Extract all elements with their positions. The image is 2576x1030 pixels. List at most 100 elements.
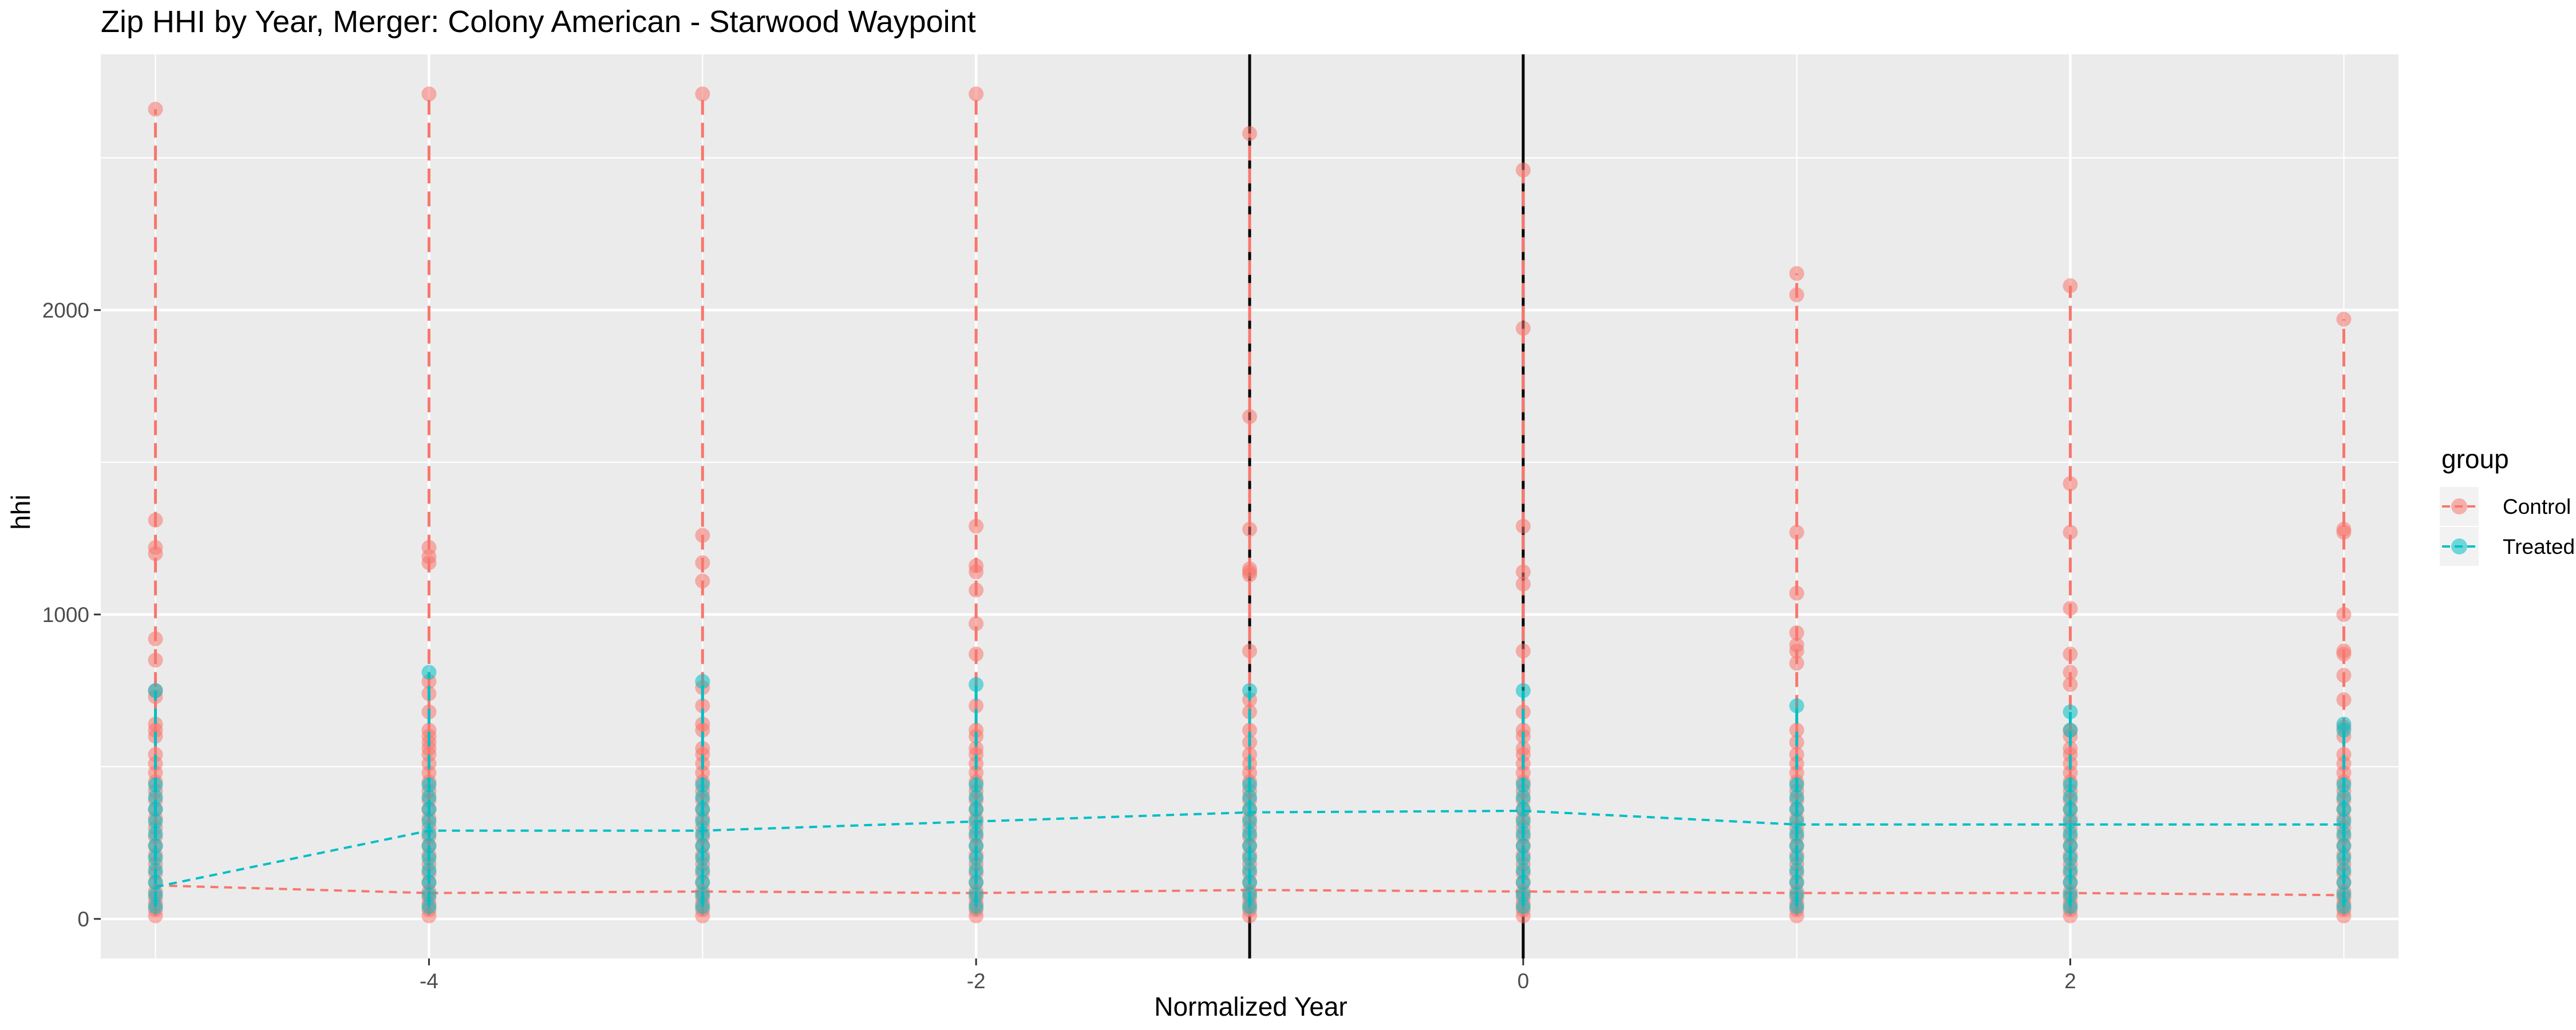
data-point xyxy=(1242,850,1257,866)
legend-keys xyxy=(2440,487,2479,566)
data-point xyxy=(1515,320,1531,336)
data-point xyxy=(2063,476,2078,492)
data-point xyxy=(969,875,984,890)
data-point xyxy=(148,850,163,866)
data-point xyxy=(1789,723,1804,738)
trend-line xyxy=(155,884,2344,897)
data-point xyxy=(2336,607,2352,622)
data-point xyxy=(2336,850,2352,866)
data-point xyxy=(695,887,710,902)
data-point xyxy=(1515,875,1531,890)
data-point xyxy=(969,677,984,692)
data-point xyxy=(1515,802,1531,817)
data-point xyxy=(148,838,163,854)
data-point xyxy=(2336,826,2352,841)
data-point xyxy=(695,777,710,793)
data-point xyxy=(1789,287,1804,303)
data-point xyxy=(969,887,984,902)
data-point xyxy=(969,616,984,631)
data-point xyxy=(148,887,163,902)
data-point xyxy=(1515,838,1531,854)
data-point xyxy=(1789,655,1804,671)
data-point xyxy=(695,555,710,571)
data-point xyxy=(695,86,710,102)
data-point xyxy=(2336,777,2352,793)
data-point xyxy=(2336,521,2352,537)
data-point xyxy=(148,683,163,698)
legend-title: group xyxy=(2441,444,2509,474)
data-point xyxy=(1789,637,1804,653)
data-point xyxy=(1789,266,1804,282)
data-point xyxy=(695,573,710,589)
data-point xyxy=(1242,875,1257,890)
data-point xyxy=(2063,278,2078,294)
data-point xyxy=(2063,838,2078,854)
data-point xyxy=(2063,740,2078,756)
data-point xyxy=(695,802,710,817)
data-point xyxy=(695,862,710,878)
data-point xyxy=(148,101,163,117)
data-point xyxy=(1789,862,1804,878)
data-point xyxy=(1515,723,1531,738)
data-point xyxy=(1515,887,1531,902)
data-point xyxy=(969,647,984,662)
x-tick-label: 2 xyxy=(2064,969,2076,993)
trend-line xyxy=(155,809,2344,888)
data-point xyxy=(1242,521,1257,537)
data-point xyxy=(1242,814,1257,829)
data-point xyxy=(421,723,437,738)
data-point xyxy=(2063,777,2078,793)
data-point xyxy=(421,826,437,841)
data-point xyxy=(2336,716,2352,732)
data-point xyxy=(969,723,984,738)
data-point xyxy=(695,814,710,829)
data-point xyxy=(1789,838,1804,854)
legend-key-point xyxy=(2451,538,2467,554)
x-axis-title: Normalized Year xyxy=(1154,992,1348,1021)
axes: -4 -2 0 2 0 1000 2000 xyxy=(42,299,2076,993)
data-point xyxy=(2063,790,2078,805)
data-point xyxy=(2336,875,2352,890)
data-point xyxy=(2336,790,2352,805)
data-point xyxy=(1789,698,1804,714)
data-point xyxy=(695,790,710,805)
data-point xyxy=(1242,899,1257,914)
data-point xyxy=(1242,777,1257,793)
data-point xyxy=(1789,850,1804,866)
data-point xyxy=(2336,862,2352,878)
data-point xyxy=(1515,683,1531,698)
data-point xyxy=(1242,838,1257,854)
x-tick-label: -4 xyxy=(420,969,438,993)
data-point xyxy=(148,540,163,555)
data-point xyxy=(2063,723,2078,738)
legend-label-control: Control xyxy=(2503,495,2571,518)
data-point xyxy=(695,899,710,914)
data-point xyxy=(2336,668,2352,683)
data-point xyxy=(148,862,163,878)
data-point xyxy=(1242,683,1257,698)
data-point xyxy=(969,790,984,805)
data-point xyxy=(1515,826,1531,841)
data-point xyxy=(695,740,710,756)
data-point xyxy=(148,631,163,647)
data-point xyxy=(1789,790,1804,805)
data-point xyxy=(2063,826,2078,841)
data-point xyxy=(1515,850,1531,866)
data-point xyxy=(2063,525,2078,540)
legend-key-point xyxy=(2451,498,2467,514)
data-point xyxy=(695,698,710,714)
data-point xyxy=(148,512,163,528)
data-point xyxy=(148,652,163,668)
data-point xyxy=(421,887,437,902)
y-tick-label: 1000 xyxy=(42,603,89,627)
data-point xyxy=(1789,585,1804,601)
data-point xyxy=(1515,576,1531,592)
data-point xyxy=(969,583,984,598)
y-tick-label: 2000 xyxy=(42,299,89,322)
data-point xyxy=(148,814,163,829)
data-point xyxy=(969,558,984,573)
data-point xyxy=(148,790,163,805)
data-point xyxy=(695,838,710,854)
legend: group Control Treated xyxy=(2440,444,2575,566)
data-point xyxy=(2063,647,2078,662)
